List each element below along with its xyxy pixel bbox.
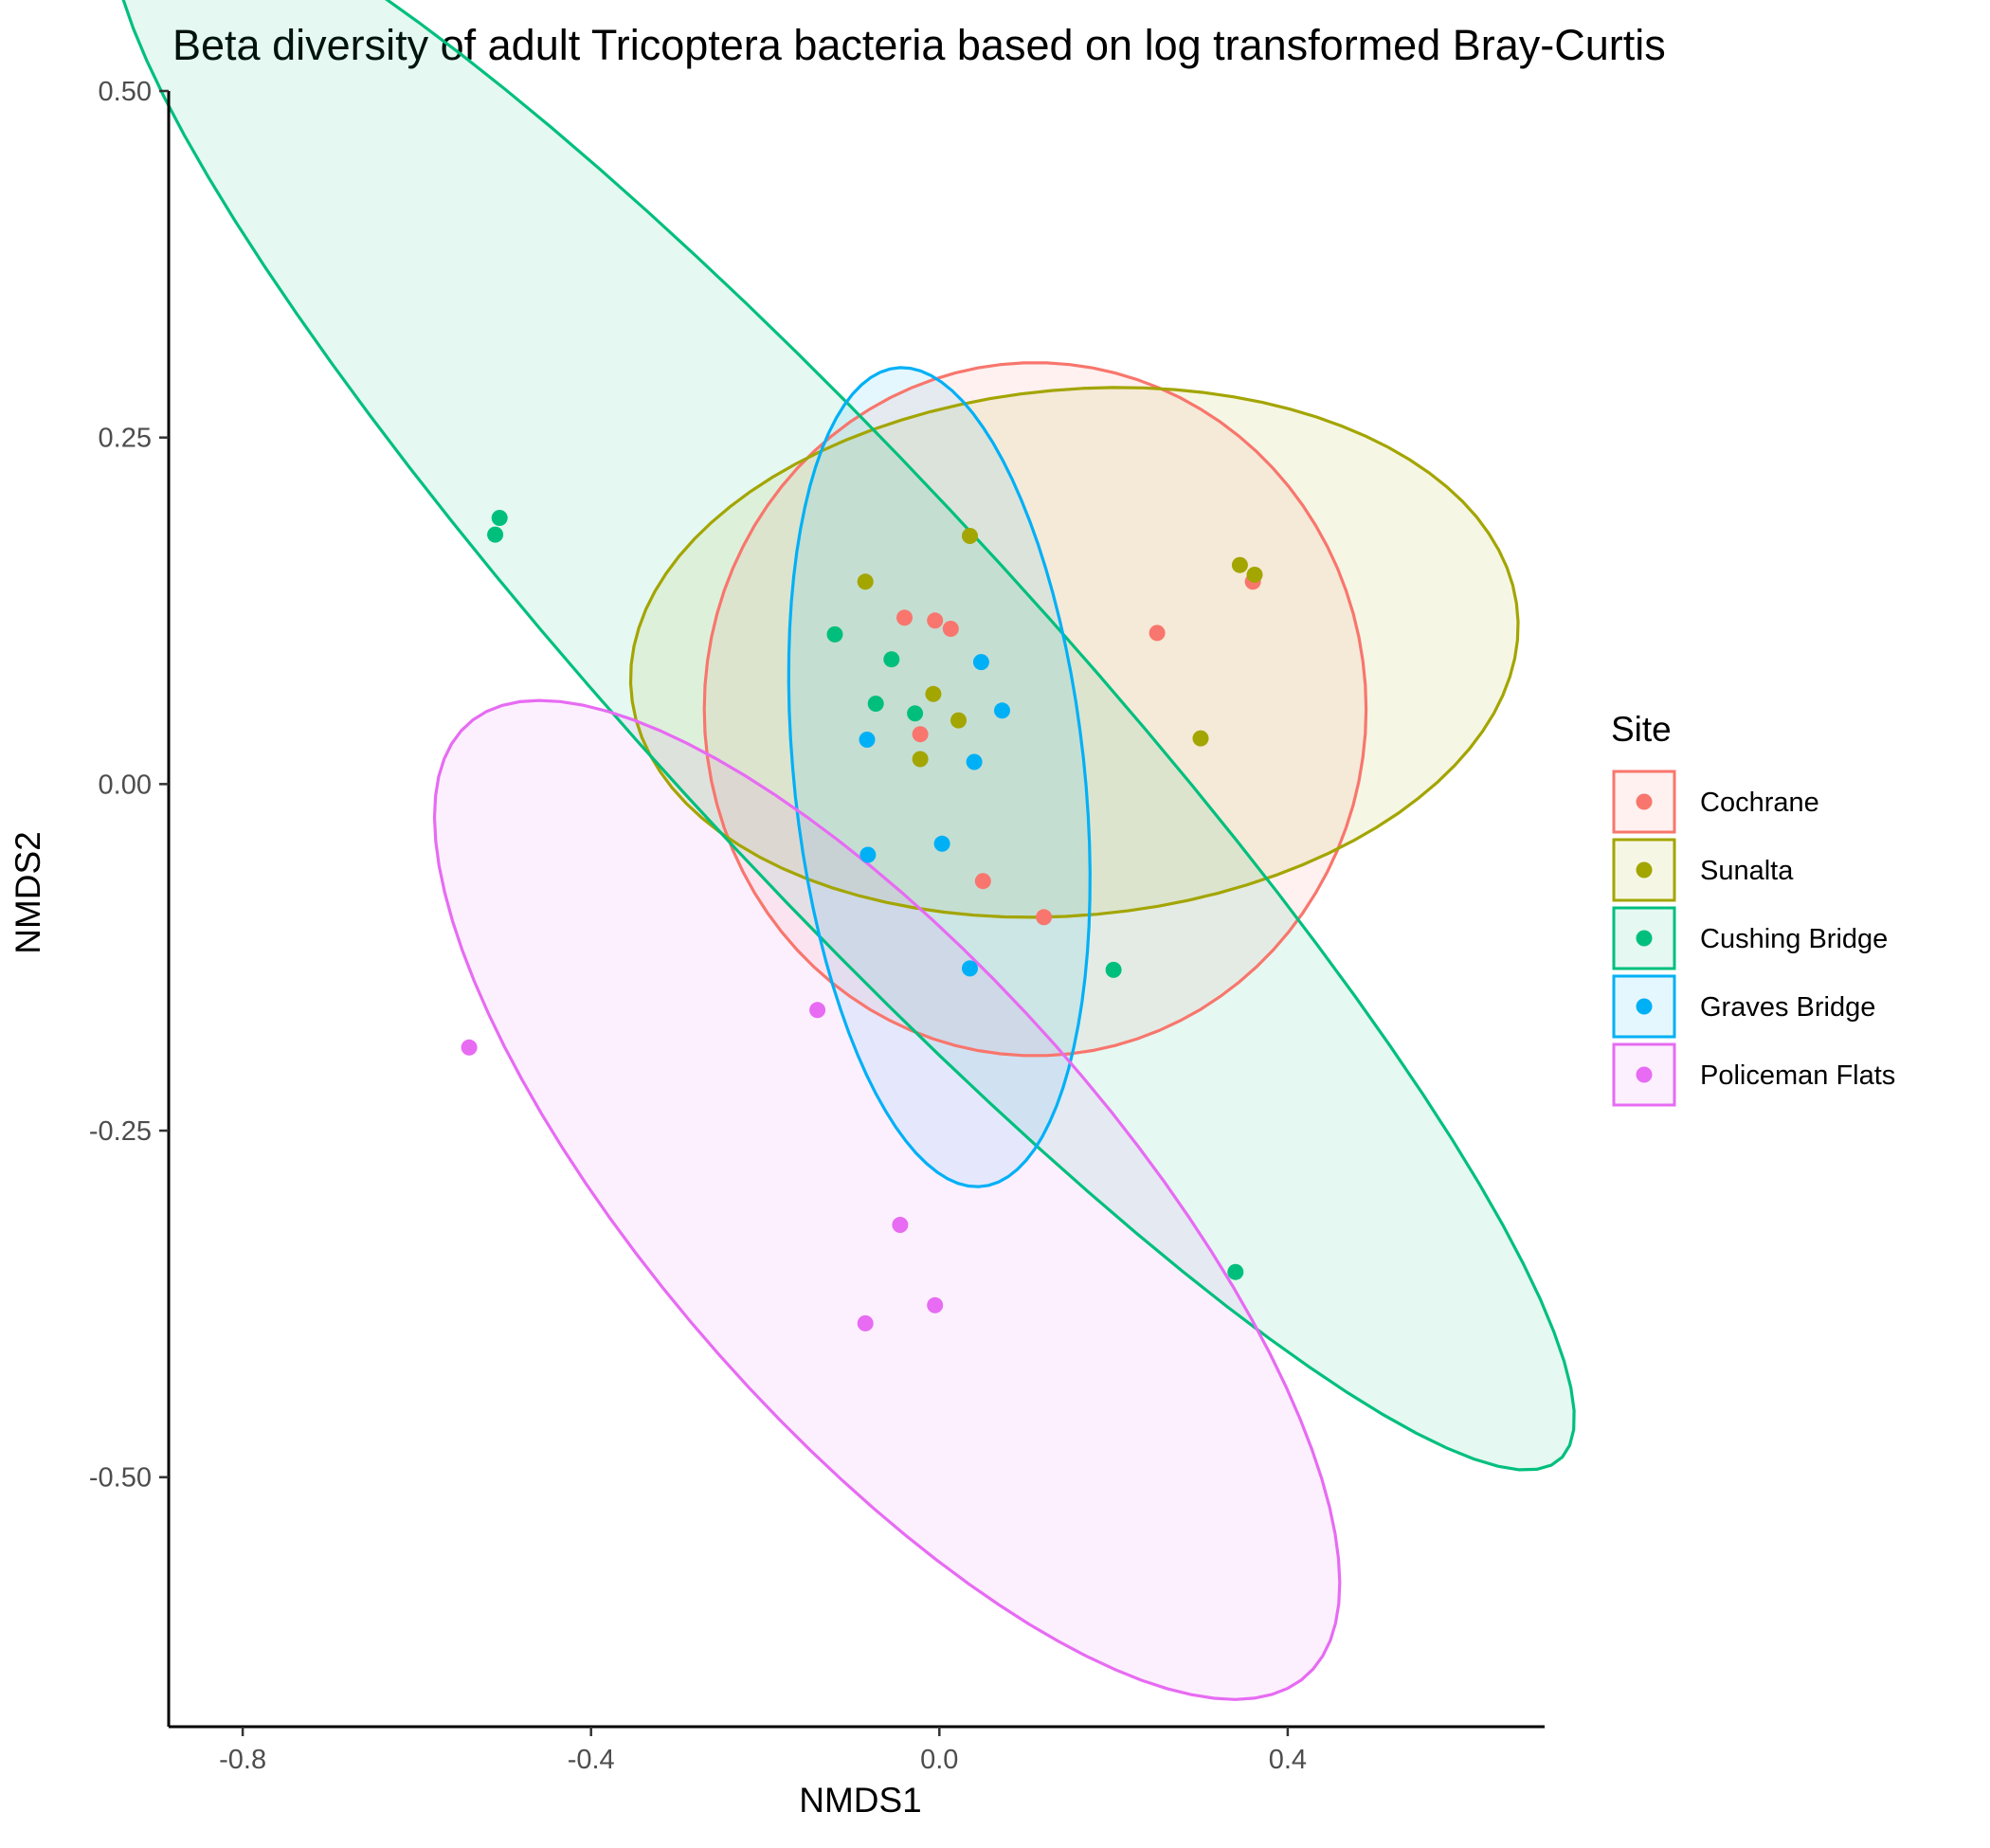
y-tick-label: 0.50: [99, 77, 152, 107]
point-graves-bridge: [859, 732, 876, 748]
ellipse-outline-cochrane: [702, 361, 1368, 1058]
point-cochrane: [942, 621, 959, 637]
point-cochrane: [974, 873, 991, 890]
y-tick-label: -0.25: [89, 1116, 152, 1147]
legend-marker: [1636, 930, 1653, 947]
legend-label-cushing-bridge: Cushing Bridge: [1700, 924, 1888, 954]
x-tick-label: -0.8: [219, 1745, 266, 1775]
point-cushing-bridge: [491, 510, 508, 526]
point-cushing-bridge: [883, 651, 900, 668]
point-cochrane: [896, 609, 913, 626]
y-tick-label: 0.25: [99, 424, 152, 454]
point-cochrane: [912, 726, 929, 743]
legend-marker: [1636, 861, 1653, 879]
point-policeman-flats: [892, 1217, 909, 1233]
point-cushing-bridge: [1105, 961, 1122, 978]
legend-key-policeman-flats: [1612, 1042, 1676, 1107]
point-cushing-bridge: [487, 526, 504, 543]
data-points: [461, 510, 1263, 1332]
legend-marker: [1636, 1066, 1653, 1083]
legend-key-sunalta: [1612, 838, 1676, 902]
point-cochrane: [927, 612, 944, 629]
point-sunalta: [1192, 730, 1209, 747]
legend: Site Cochrane Sunalta Cushing Bridge Graves…: [1611, 710, 1895, 1107]
legend-label-graves-bridge: Graves Bridge: [1700, 992, 1875, 1023]
legend-marker: [1636, 998, 1653, 1015]
ellipse-fill-cochrane: [704, 362, 1366, 1056]
point-sunalta: [1246, 567, 1263, 583]
x-axis-title: NMDS1: [799, 1781, 922, 1820]
point-graves-bridge: [859, 846, 877, 863]
legend-label-policeman-flats: Policeman Flats: [1700, 1060, 1895, 1091]
point-sunalta: [950, 712, 967, 729]
point-sunalta: [925, 685, 942, 702]
point-sunalta: [857, 573, 874, 590]
x-tick-label: 0.0: [920, 1745, 958, 1775]
legend-label-cochrane: Cochrane: [1700, 788, 1819, 818]
point-cushing-bridge: [907, 705, 924, 722]
point-graves-bridge: [962, 960, 978, 977]
legend-marker: [1636, 793, 1653, 810]
point-cushing-bridge: [867, 696, 884, 712]
ellipse-outline-policeman-flats: [432, 698, 1342, 1701]
point-cushing-bridge: [826, 625, 843, 643]
y-tick-label: -0.50: [89, 1463, 152, 1494]
legend-key-cushing-bridge: [1612, 906, 1676, 970]
legend-label-sunalta: Sunalta: [1700, 856, 1794, 886]
point-policeman-flats: [927, 1296, 944, 1314]
point-policeman-flats: [461, 1039, 478, 1056]
ellipse-fill-cushing-bridge: [123, 0, 1575, 1470]
legend-swatch: [1612, 974, 1676, 1039]
chart-title: Beta diversity of adult Tricoptera bacte…: [172, 21, 1666, 69]
legend-key-cochrane: [1612, 770, 1676, 834]
y-tick-label: 0.00: [99, 770, 152, 800]
point-policeman-flats: [857, 1314, 874, 1332]
point-policeman-flats: [809, 1002, 826, 1019]
ellipse-outline-cushing-bridge: [121, 0, 1576, 1472]
point-sunalta: [1231, 556, 1248, 573]
point-cochrane: [1149, 625, 1166, 642]
point-graves-bridge: [994, 702, 1010, 719]
confidence-ellipses: [121, 0, 1576, 1701]
axes: -0.8 -0.4 0.0 0.4 0.50 0.25 0.00 -0.25 -0.50: [89, 77, 1545, 1775]
x-tick-label: 0.4: [1269, 1745, 1307, 1775]
point-sunalta: [962, 528, 978, 544]
legend-key-graves-bridge: [1612, 974, 1676, 1039]
ellipse-fill-sunalta: [630, 387, 1518, 917]
point-cushing-bridge: [1227, 1263, 1244, 1280]
point-graves-bridge: [933, 835, 950, 852]
y-axis-title: NMDS2: [9, 831, 47, 954]
point-cochrane: [1036, 909, 1053, 926]
ellipse-outline-graves-bridge: [787, 366, 1092, 1188]
x-tick-label: -0.4: [568, 1745, 615, 1775]
point-sunalta: [912, 751, 929, 768]
point-graves-bridge: [966, 753, 983, 770]
ellipse-outline-sunalta: [628, 386, 1520, 919]
ellipse-fill-policeman-flats: [434, 700, 1340, 1700]
point-graves-bridge: [972, 654, 989, 671]
legend-title: Site: [1611, 710, 1672, 749]
